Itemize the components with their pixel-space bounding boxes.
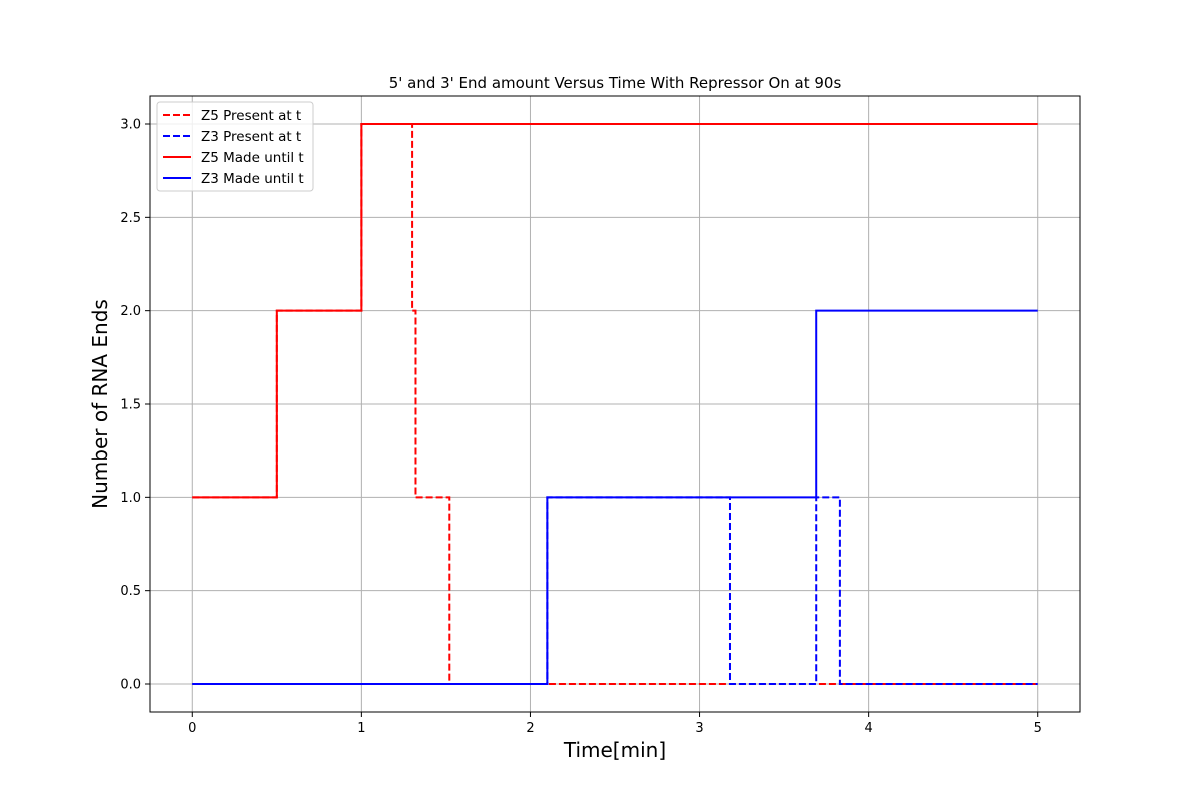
- x-axis-ticks: 0 1 2 3 4 5: [188, 712, 1042, 736]
- y-tick-label: 0.5: [120, 584, 141, 599]
- legend: Z5 Present at t Z3 Present at t Z5 Made un…: [156, 101, 314, 192]
- x-axis-label: Time[min]: [563, 738, 666, 762]
- y-axis-label: Number of RNA Ends: [88, 299, 112, 509]
- x-tick-label: 1: [357, 721, 365, 736]
- legend-label-3: Z3 Made until t: [201, 171, 304, 187]
- x-tick-label: 0: [188, 721, 196, 736]
- legend-label-1: Z3 Present at t: [201, 129, 301, 145]
- series-line-2: [192, 123, 1038, 499]
- x-tick-label: 2: [526, 721, 534, 736]
- series-group: [192, 123, 1038, 685]
- y-tick-label: 2.5: [120, 211, 141, 226]
- chart-title: 5' and 3' End amount Versus Time With Re…: [389, 74, 842, 92]
- legend-entries: Z5 Present at t Z3 Present at t Z5 Made un…: [163, 108, 304, 187]
- y-tick-label: 3.0: [120, 118, 141, 133]
- legend-label-2: Z5 Made until t: [201, 150, 304, 166]
- y-tick-label: 1.5: [120, 398, 141, 413]
- y-axis-ticks: 0.0 0.5 1.0 1.5 2.0 2.5 3.0: [120, 118, 150, 693]
- series-line-1: [192, 496, 1038, 685]
- series-line-3: [192, 309, 1038, 685]
- legend-label-0: Z5 Present at t: [201, 108, 301, 124]
- y-tick-label: 2.0: [120, 304, 141, 319]
- x-tick-label: 4: [864, 721, 872, 736]
- x-tick-label: 5: [1034, 721, 1042, 736]
- x-tick-label: 3: [695, 721, 703, 736]
- legend-box: [156, 101, 314, 192]
- y-tick-label: 1.0: [120, 491, 141, 506]
- y-tick-label: 0.0: [120, 678, 141, 693]
